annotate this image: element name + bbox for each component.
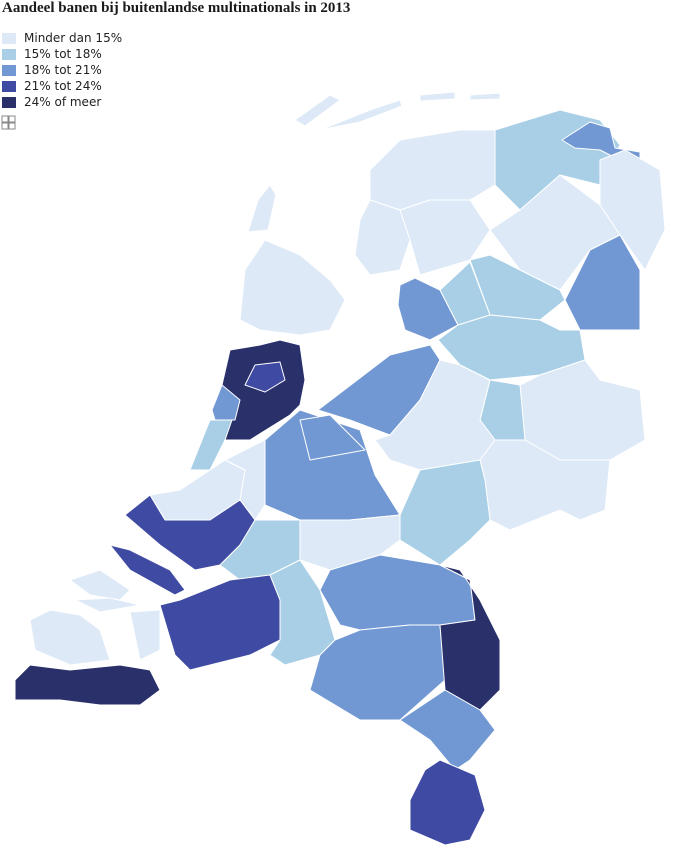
region [244,361,286,393]
map-title: Aandeel banen bij buitenlandse multinati… [2,0,351,16]
region [419,91,456,102]
legend-label: 15% tot 18% [24,47,102,61]
region [189,419,233,471]
region [294,94,341,127]
region [129,609,161,661]
legend-item: Minder dan 15% [2,30,122,46]
legend-label: 18% tot 21% [24,63,102,77]
legend-label: Minder dan 15% [24,31,123,45]
legend-item: 15% tot 18% [2,46,122,62]
region [319,99,403,131]
region [319,554,476,631]
region [354,199,411,276]
legend-item: 24% of meer [2,94,122,110]
region [239,239,346,336]
region [14,664,161,706]
legend-swatch [2,80,16,92]
region [29,609,111,666]
region [264,409,401,521]
legend-label: 24% of meer [24,95,102,109]
region [399,459,491,566]
region [109,544,186,596]
legend-item: 18% tot 21% [2,62,122,78]
region [211,384,241,421]
region [247,184,277,233]
regions [14,91,666,846]
region [269,559,336,666]
legend-swatch [2,96,16,108]
region [299,414,366,461]
region [399,199,491,276]
region [74,597,141,613]
logo [1,115,16,130]
legend-swatch [2,32,16,44]
region [469,92,501,101]
region [369,129,496,211]
region [69,569,131,601]
region [399,689,496,771]
legend: Minder dan 15% 15% tot 18% 18% tot 21% 21% … [2,30,122,110]
legend-swatch [2,48,16,60]
legend-swatch [2,64,16,76]
legend-label: 21% tot 24% [24,79,102,93]
region [409,759,486,846]
legend-item: 21% tot 24% [2,78,122,94]
region [374,359,496,471]
region [397,277,459,341]
